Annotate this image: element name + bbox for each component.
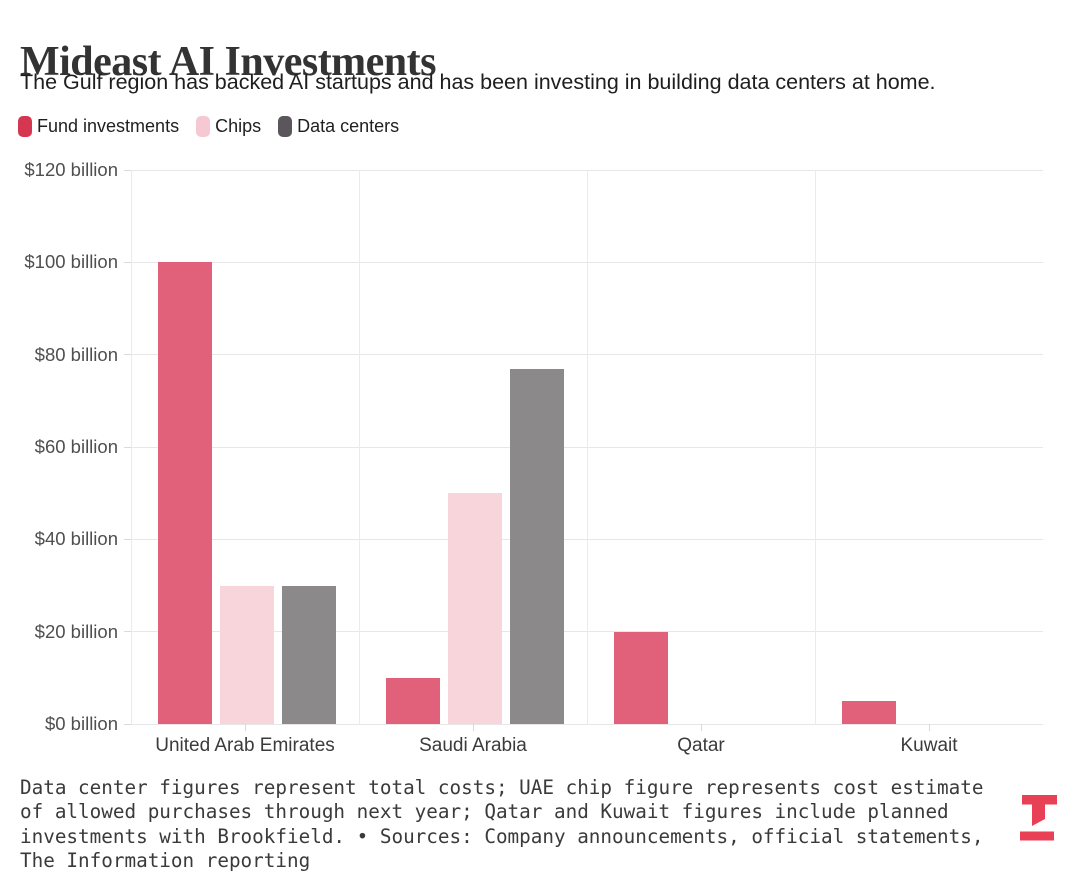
y-axis-tick xyxy=(124,538,131,540)
bar-qatar-fund-investments xyxy=(614,631,668,724)
y-axis-label: $40 billion xyxy=(34,528,118,550)
the-information-logo-icon xyxy=(1020,795,1057,841)
chart-footnote-and-sources: Data center figures represent total cost… xyxy=(20,776,1020,873)
page-title: Mideast AI Investments xyxy=(20,39,437,86)
legend-item-fund-investments: Fund investments xyxy=(18,116,179,137)
x-axis-tick xyxy=(928,724,930,731)
logo-glyph xyxy=(1020,795,1057,841)
legend-label: Chips xyxy=(215,116,262,136)
y-axis-label: $20 billion xyxy=(34,620,118,642)
bar-saudi-arabia-fund-investments xyxy=(386,677,440,724)
x-gridline xyxy=(587,170,588,724)
bar-chart-plot-area: United Arab Emirates Saudi Arabia Qatar Kuw… xyxy=(131,169,1043,756)
legend-item-chips: Chips xyxy=(196,116,261,137)
x-axis-label-qatar: Qatar xyxy=(677,735,725,756)
y-axis-label: $60 billion xyxy=(34,436,118,457)
y-axis-label: $100 billion xyxy=(24,251,118,273)
y-axis-tick xyxy=(124,354,131,356)
legend-label: Fund investments xyxy=(37,116,180,136)
bar-saudi-arabia-chips xyxy=(448,493,502,724)
x-axis-label-united-arab-emirates: United Arab Emirates xyxy=(155,735,335,756)
x-axis-tick xyxy=(700,724,702,731)
x-gridline xyxy=(815,170,816,724)
bar-united-arab-emirates-data-centers xyxy=(282,585,336,724)
legend-label: Data centers xyxy=(297,116,400,136)
chart-legend: Fund investments Chips Data centers xyxy=(18,116,399,137)
footnote-line: Data center figures represent total cost… xyxy=(20,776,984,799)
legend-item-data-centers: Data centers xyxy=(278,116,399,137)
x-axis-label-saudi-arabia: Saudi Arabia xyxy=(419,735,527,756)
y-axis-tick xyxy=(124,169,131,171)
footnote-line: The Information reporting xyxy=(20,848,311,872)
bar-saudi-arabia-data-centers xyxy=(510,368,564,724)
legend-swatch-icon xyxy=(278,116,293,137)
y-axis-label: $120 billion xyxy=(24,159,118,180)
legend-swatch-icon xyxy=(18,116,32,137)
bar-united-arab-emirates-fund-investments xyxy=(158,262,212,724)
y-axis-tick xyxy=(124,631,131,633)
x-gridline xyxy=(359,170,360,724)
y-axis-label: $80 billion xyxy=(34,343,118,365)
bar-kuwait-fund-investments xyxy=(842,700,896,724)
y-axis-tick xyxy=(124,723,131,725)
legend-swatch-icon xyxy=(196,116,211,137)
y-axis-label: $0 billion xyxy=(44,713,118,734)
x-gridline xyxy=(131,170,132,724)
footnote-line: investments with Brookfield. • Sources: … xyxy=(20,824,984,848)
y-axis-tick xyxy=(124,446,131,448)
x-axis-tick xyxy=(472,724,474,731)
x-axis-tick xyxy=(244,724,246,731)
bar-united-arab-emirates-chips xyxy=(220,585,274,724)
footnote-line: of allowed purchases through next year; … xyxy=(20,800,949,824)
chart-subtitle: The Gulf region has backed AI startups a… xyxy=(20,70,936,94)
y-gridline xyxy=(131,723,1043,725)
y-axis-tick xyxy=(124,261,131,263)
x-axis-label-kuwait: Kuwait xyxy=(900,735,958,756)
